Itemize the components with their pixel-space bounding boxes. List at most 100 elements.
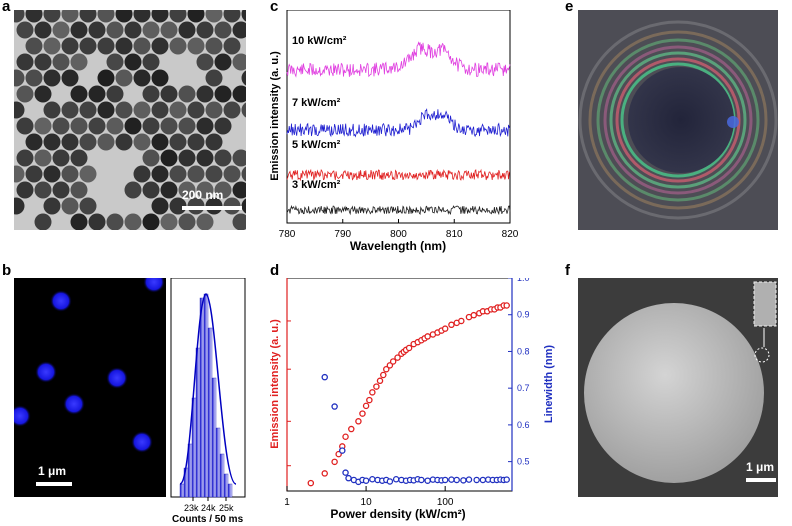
x-tick-label: 790 xyxy=(334,229,351,240)
nanoparticle xyxy=(70,149,88,167)
nanoparticle xyxy=(142,53,160,71)
nanoparticle xyxy=(25,37,43,55)
nanoparticle xyxy=(124,181,142,199)
panel-label-a: a xyxy=(2,0,11,15)
right-y-axis-label: Linewidth (nm) xyxy=(543,345,555,424)
nanoparticle xyxy=(214,53,232,71)
nanoparticle xyxy=(241,10,246,22)
panel-label-f: f xyxy=(565,262,570,279)
nanoparticle xyxy=(169,165,187,183)
linewidth-point xyxy=(369,475,376,483)
nanoparticle xyxy=(196,117,214,135)
fluorescence-spot xyxy=(35,361,57,383)
nanoparticle xyxy=(97,101,115,119)
nanoparticle xyxy=(52,21,70,39)
nanoparticle xyxy=(241,198,246,214)
nanoparticle xyxy=(160,85,178,103)
right-y-tick-label: 0.6 xyxy=(517,420,530,430)
fluorescence-image: 1 μm xyxy=(14,278,166,497)
nanoparticle xyxy=(124,213,142,230)
fluorescence-spot xyxy=(131,431,153,453)
tick-label: 25k xyxy=(219,503,234,513)
right-y-tick-label: 0.7 xyxy=(517,383,530,393)
nanoparticle xyxy=(232,213,246,230)
nanoparticle xyxy=(124,53,142,71)
nanoparticle xyxy=(97,37,115,55)
ring xyxy=(588,30,768,210)
intensity-point xyxy=(448,321,455,329)
intensity-point xyxy=(366,396,373,404)
nanoparticle xyxy=(187,101,205,119)
nanoparticle xyxy=(133,165,151,183)
intensity-point xyxy=(321,470,328,477)
nanoparticle xyxy=(187,133,205,151)
scale-bar-label: 200 nm xyxy=(182,188,224,202)
scale-bar xyxy=(36,482,72,486)
nanoparticle xyxy=(43,10,61,23)
nanoparticle xyxy=(187,165,205,183)
nanoparticle xyxy=(52,53,70,71)
nanoparticle xyxy=(115,133,133,151)
linewidth-point xyxy=(441,476,449,484)
nanoparticle xyxy=(232,181,246,199)
optical-image-rings xyxy=(578,10,778,230)
gaussian-fit-line xyxy=(179,293,237,485)
nanoparticle xyxy=(160,181,178,199)
nanoparticle xyxy=(160,213,178,230)
scale-bar xyxy=(746,478,776,482)
nanoparticle xyxy=(196,21,214,39)
x-tick-label: 820 xyxy=(502,229,519,240)
linewidth-point xyxy=(473,476,480,484)
y-axis-label: Emission intensity (a. u.) xyxy=(270,51,281,181)
nanoparticle xyxy=(142,85,160,103)
x-tick-label: 780 xyxy=(279,229,296,240)
nanoparticle xyxy=(88,117,106,135)
right-y-tick-label: 0.9 xyxy=(517,310,530,320)
microdisk xyxy=(584,303,764,483)
laser-spot xyxy=(727,116,739,128)
nanoparticle xyxy=(214,149,232,167)
nanoparticle xyxy=(223,101,241,119)
nanoparticle xyxy=(106,21,124,39)
nanoparticle xyxy=(232,85,246,103)
nanoparticle xyxy=(205,37,223,55)
nanoparticle xyxy=(34,53,52,71)
intensity-point xyxy=(394,354,401,361)
nanoparticle xyxy=(25,10,43,23)
right-y-tick-label: 0.5 xyxy=(517,457,530,467)
nanoparticle xyxy=(169,101,187,119)
intensity-point xyxy=(373,383,380,390)
nanoparticle xyxy=(151,165,169,183)
series-label-10: 10 kW/cm² xyxy=(292,35,347,47)
nanoparticle xyxy=(52,181,70,199)
histogram-bar xyxy=(203,293,209,498)
nanoparticle xyxy=(178,21,196,39)
linewidth-point xyxy=(386,478,394,485)
nanoparticle xyxy=(61,37,79,55)
nanoparticle xyxy=(133,133,151,151)
left-y-axis-label: Emission intensity (a. u.) xyxy=(270,319,281,449)
series-label-7: 7 kW/cm² xyxy=(292,97,341,109)
nanoparticle xyxy=(79,37,97,55)
nanoparticle xyxy=(16,53,34,71)
panel-label-c: c xyxy=(270,0,279,15)
nanoparticle xyxy=(61,10,79,23)
fluorescence-spot xyxy=(50,290,72,312)
linewidth-point xyxy=(479,476,487,484)
nanoparticle xyxy=(214,21,232,39)
nanoparticle xyxy=(160,117,178,135)
nanoparticle xyxy=(196,181,214,199)
histogram-bar xyxy=(207,327,213,498)
intensity-point xyxy=(307,479,315,487)
nanoparticle xyxy=(223,10,241,23)
histogram-bar xyxy=(227,483,233,498)
nanoparticle xyxy=(14,197,25,215)
nanoparticle xyxy=(223,37,241,55)
intensity-point xyxy=(376,377,384,385)
nanoparticle xyxy=(196,149,214,167)
nanoparticle xyxy=(214,85,232,103)
nanoparticle xyxy=(97,133,115,151)
nanoparticle xyxy=(178,181,196,199)
x-axis-label: Wavelength (nm) xyxy=(350,239,446,253)
nanoparticle xyxy=(196,85,214,103)
